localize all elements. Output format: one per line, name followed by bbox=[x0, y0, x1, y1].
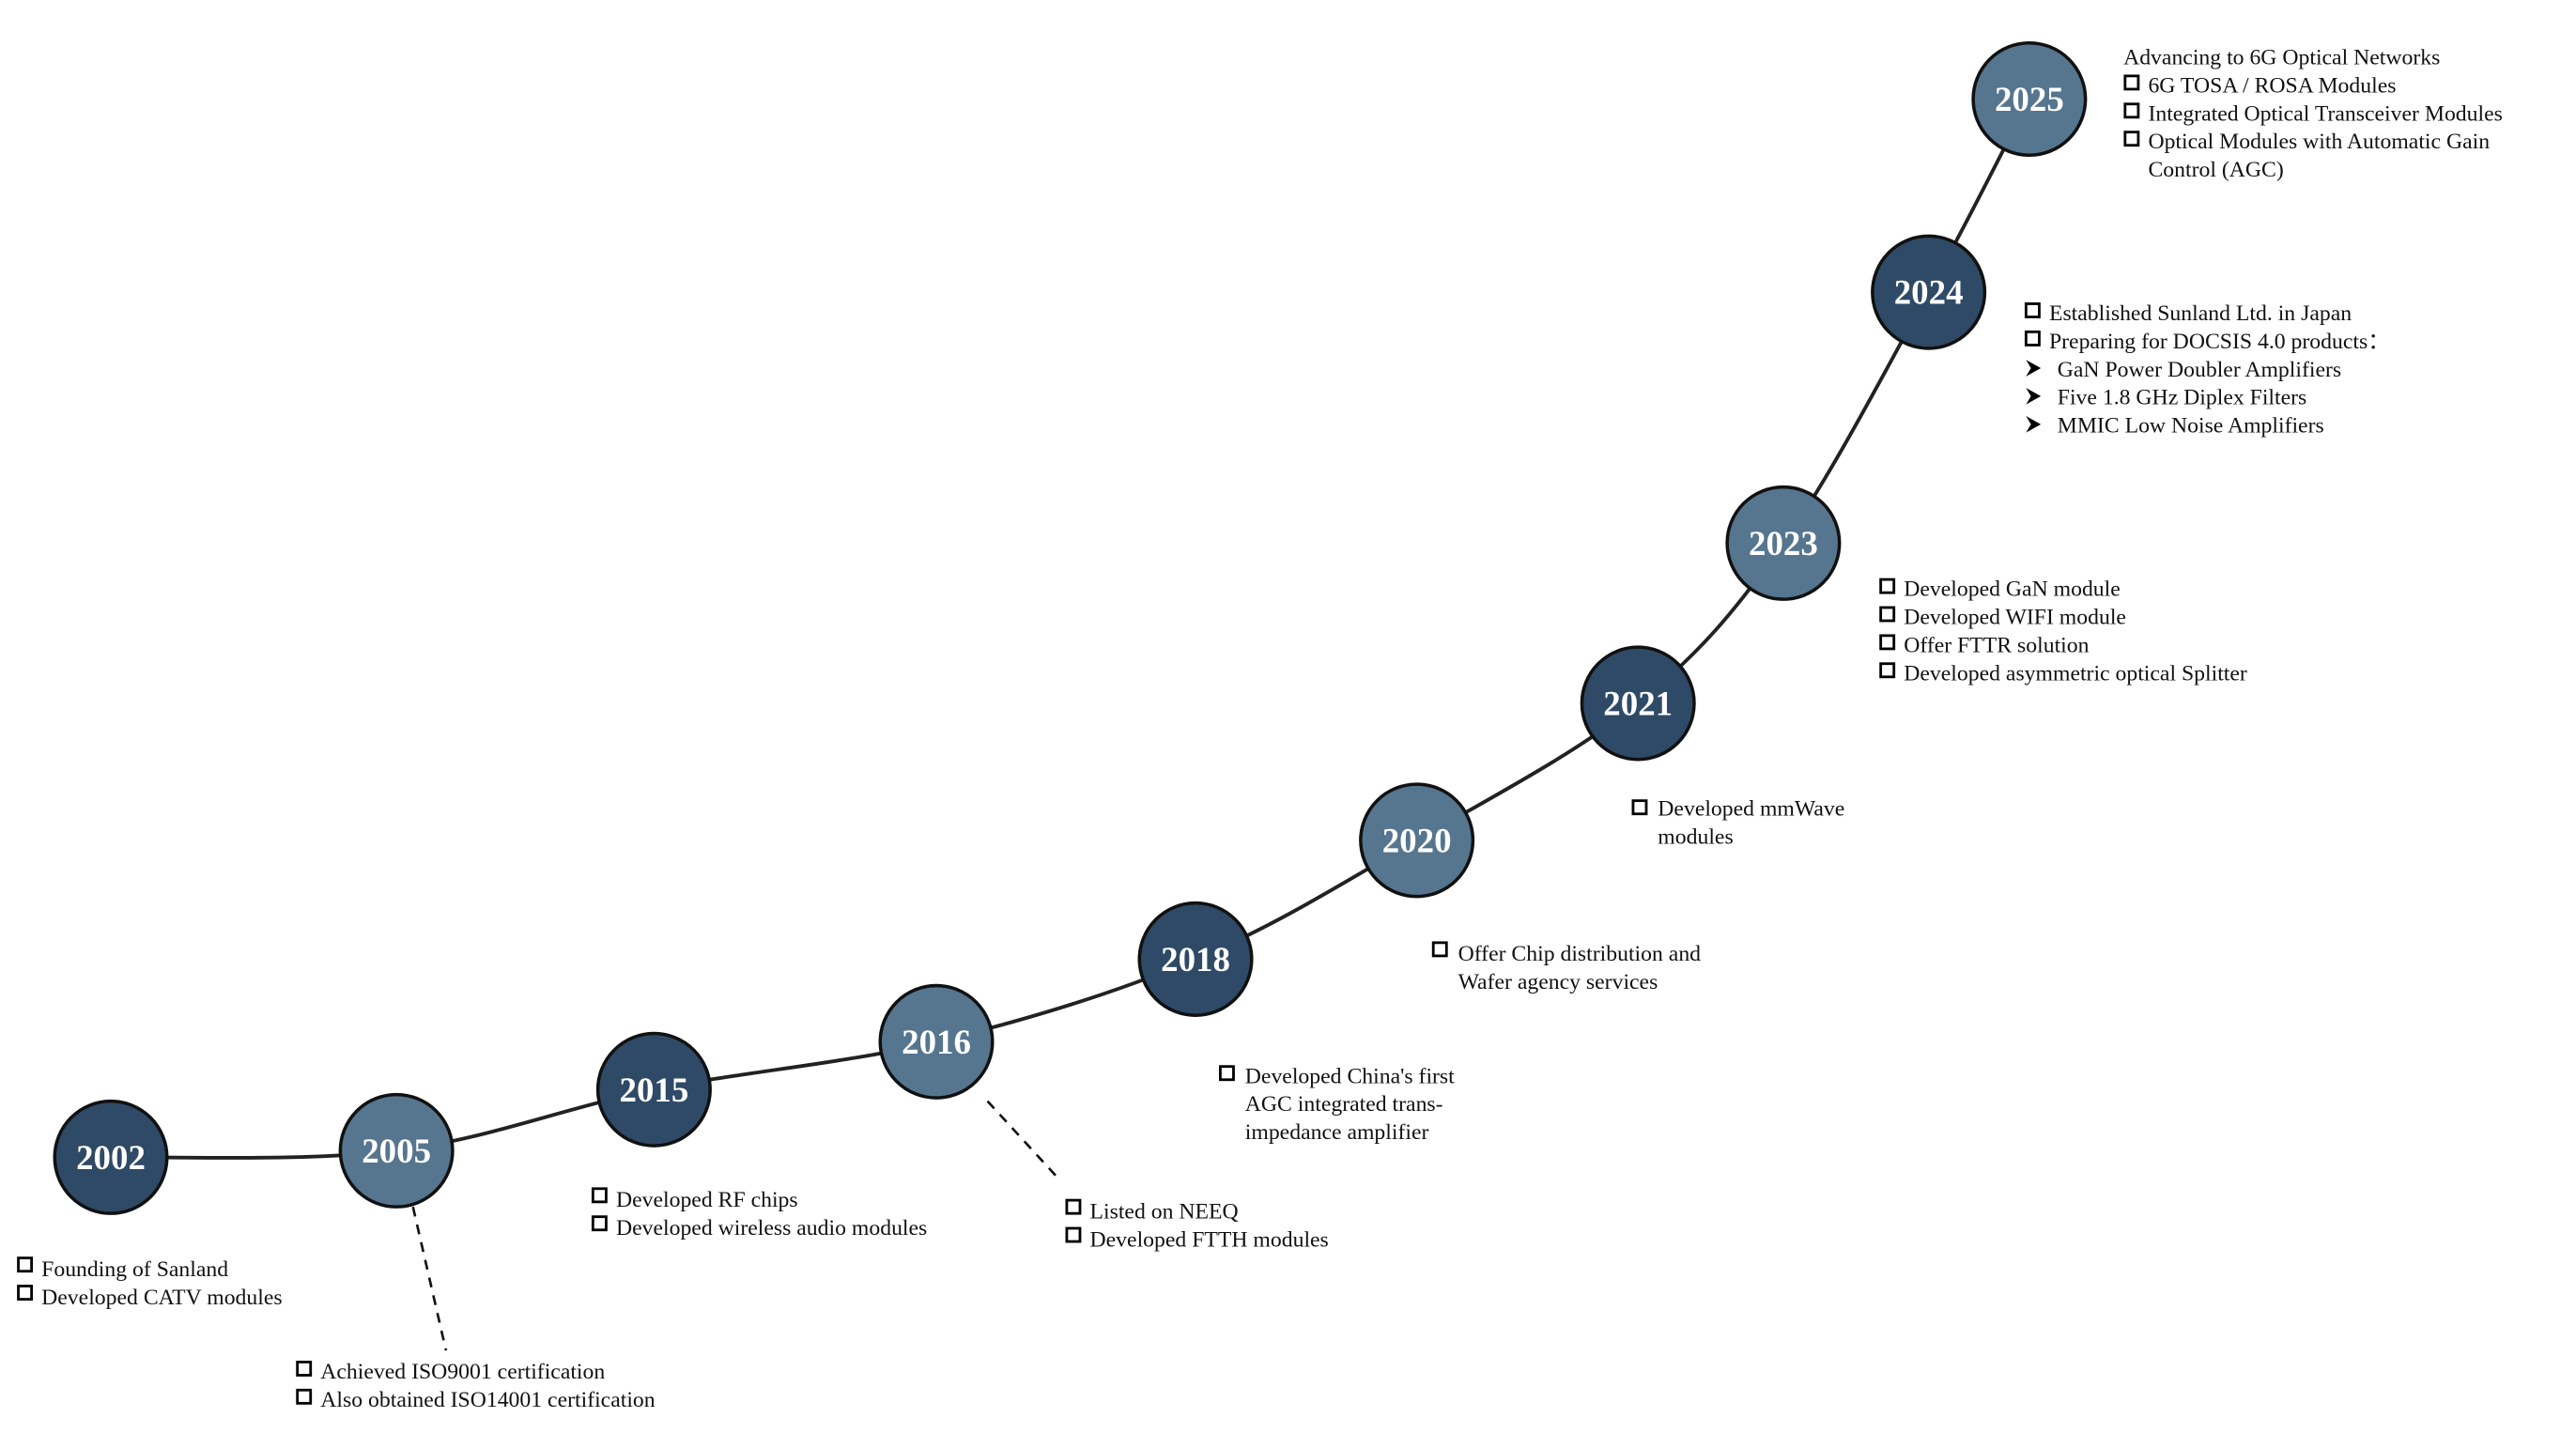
year-circle bbox=[53, 1099, 169, 1215]
item: Developed WIFI module bbox=[1904, 606, 2126, 630]
year-node-2023: 2023 bbox=[1725, 485, 1842, 601]
year-circle bbox=[595, 1031, 712, 1148]
checkbox-icon bbox=[1065, 1198, 1082, 1215]
checkbox-icon bbox=[17, 1256, 34, 1273]
item: Founding of Sanland bbox=[41, 1257, 228, 1282]
checkbox-icon bbox=[2123, 74, 2140, 91]
connector-2005 bbox=[411, 1206, 448, 1351]
year-label: 2005 bbox=[362, 1132, 431, 1170]
year-circle bbox=[1359, 782, 1475, 899]
sub-item: MMIC Low Noise Amplifiers bbox=[2058, 414, 2324, 439]
item: Developed CATV modules bbox=[41, 1286, 282, 1310]
year-label: 2023 bbox=[1749, 524, 1818, 562]
item: impedance amplifier bbox=[1245, 1120, 1429, 1145]
sub-item: GaN Power Doubler Amplifiers bbox=[2058, 358, 2341, 382]
checkbox-icon bbox=[2024, 330, 2041, 347]
year-label: 2021 bbox=[1603, 684, 1673, 722]
item: Preparing for DOCSIS 4.0 products： bbox=[2049, 330, 2390, 354]
item: Wafer agency services bbox=[1458, 970, 1658, 994]
checkbox-icon bbox=[1879, 662, 1896, 679]
milestone-2005-text: Achieved ISO9001 certification Also obta… bbox=[296, 1360, 656, 1412]
item: Developed mmWave bbox=[1658, 796, 1844, 821]
year-node-2002: 2002 bbox=[53, 1099, 169, 1215]
item: Optical Modules with Automatic Gain bbox=[2148, 130, 2490, 154]
milestone-2024-text: Established Sunland Ltd. in Japan Prepar… bbox=[2024, 301, 2390, 439]
checkbox-icon bbox=[591, 1187, 608, 1204]
year-circle bbox=[338, 1092, 455, 1209]
item: Integrated Optical Transceiver Modules bbox=[2148, 101, 2502, 126]
year-label: 2002 bbox=[76, 1138, 146, 1177]
item: Offer FTTR solution bbox=[1904, 633, 2089, 657]
item: modules bbox=[1658, 824, 1733, 849]
milestone-2021-text: Developed mmWave modules bbox=[1631, 796, 1844, 849]
checkbox-icon bbox=[1879, 606, 1896, 623]
item: Developed asymmetric optical Splitter bbox=[1904, 661, 2247, 686]
milestone-2002-text: Founding of Sanland Developed CATV modul… bbox=[17, 1256, 283, 1310]
item: AGC integrated trans- bbox=[1245, 1092, 1443, 1117]
item: Also obtained ISO14001 certification bbox=[320, 1388, 656, 1412]
item: Developed GaN module bbox=[1904, 578, 2121, 602]
checkbox-icon bbox=[591, 1215, 608, 1232]
milestone-2025-text: Advancing to 6G Optical Networks 6G TOSA… bbox=[2123, 46, 2503, 183]
item: Developed RF chips bbox=[616, 1188, 798, 1212]
checkbox-icon bbox=[1219, 1065, 1235, 1082]
item: Established Sunland Ltd. in Japan bbox=[2049, 301, 2352, 326]
checkbox-icon bbox=[2123, 131, 2140, 147]
checkbox-icon bbox=[1065, 1226, 1082, 1243]
year-node-2025: 2025 bbox=[1971, 40, 2088, 158]
year-circle bbox=[1580, 645, 1696, 762]
milestone-2015-text: Developed RF chips Developed wireless au… bbox=[591, 1187, 927, 1240]
item: Developed wireless audio modules bbox=[616, 1216, 927, 1240]
item: Listed on NEEQ bbox=[1090, 1199, 1239, 1224]
year-circle bbox=[1971, 40, 2088, 158]
item: Control (AGC) bbox=[2148, 158, 2283, 182]
year-node-2016: 2016 bbox=[878, 983, 995, 1100]
year-circle bbox=[878, 983, 995, 1100]
year-label: 2025 bbox=[1995, 80, 2064, 118]
checkbox-icon bbox=[1431, 941, 1448, 958]
year-node-2020: 2020 bbox=[1359, 782, 1475, 899]
checkbox-icon bbox=[2123, 102, 2140, 119]
checkbox-icon bbox=[1631, 799, 1648, 816]
item: Developed China's first bbox=[1245, 1064, 1455, 1088]
arrow-bullet-icon bbox=[2026, 360, 2042, 377]
year-node-2018: 2018 bbox=[1137, 901, 1254, 1017]
year-circle bbox=[1137, 901, 1254, 1017]
year-circle bbox=[1871, 234, 1987, 350]
year-node-2005: 2005 bbox=[338, 1092, 455, 1209]
checkbox-icon bbox=[17, 1285, 34, 1302]
sub-item: Five 1.8 GHz Diplex Filters bbox=[2058, 386, 2307, 410]
year-label: 2020 bbox=[1382, 821, 1452, 859]
item: Achieved ISO9001 certification bbox=[320, 1360, 605, 1384]
timeline-curve bbox=[110, 98, 2031, 1160]
heading: Advancing to 6G Optical Networks bbox=[2123, 46, 2440, 70]
year-label: 2018 bbox=[1161, 940, 1230, 978]
milestone-2023-text: Developed GaN module Developed WIFI modu… bbox=[1879, 578, 2247, 686]
checkbox-icon bbox=[296, 1360, 313, 1377]
checkbox-icon bbox=[2024, 302, 2041, 318]
year-label: 2016 bbox=[902, 1023, 971, 1061]
checkbox-icon bbox=[1879, 578, 1896, 594]
milestone-2018-text: Developed China's first AGC integrated t… bbox=[1219, 1064, 1455, 1145]
year-node-2024: 2024 bbox=[1871, 234, 1987, 350]
year-label: 2015 bbox=[619, 1071, 688, 1109]
connector-2016 bbox=[986, 1100, 1061, 1181]
year-node-2015: 2015 bbox=[595, 1031, 712, 1148]
item: 6G TOSA / ROSA Modules bbox=[2148, 73, 2396, 98]
item: Developed FTTH modules bbox=[1090, 1227, 1329, 1252]
year-node-2021: 2021 bbox=[1580, 645, 1696, 762]
year-circle bbox=[1725, 485, 1842, 601]
checkbox-icon bbox=[1879, 634, 1896, 651]
checkbox-icon bbox=[296, 1388, 313, 1405]
arrow-bullet-icon bbox=[2026, 388, 2042, 405]
milestone-2020-text: Offer Chip distribution and Wafer agency… bbox=[1431, 941, 1702, 994]
item: Offer Chip distribution and bbox=[1458, 942, 1702, 966]
arrow-bullet-icon bbox=[2026, 416, 2042, 433]
year-label: 2024 bbox=[1894, 273, 1964, 312]
milestone-2016-text: Listed on NEEQ Developed FTTH modules bbox=[1065, 1198, 1329, 1252]
